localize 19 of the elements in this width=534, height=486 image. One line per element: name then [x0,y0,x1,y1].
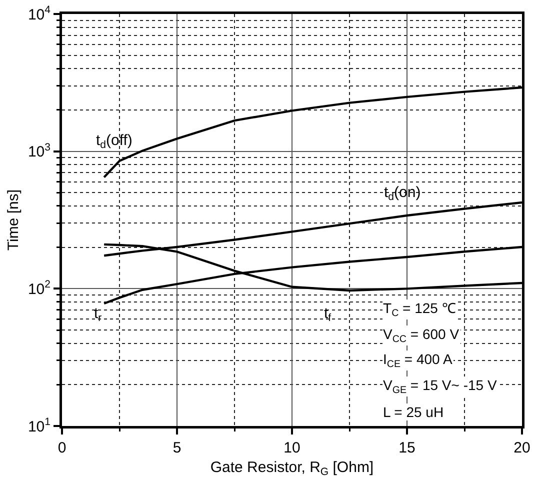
annotation: V$_{GE}$ = 15 V~ -15 V [383,377,498,396]
annotation: L = 25 uH [383,404,444,420]
y-axis-title: Time [ns] [4,189,22,251]
y-tick-label: 10$^{1}$ [28,416,51,436]
x-tick-label: 15 [398,440,416,456]
x-tick-label: 5 [172,440,182,456]
line-series [102,86,522,178]
annotation: V$_{CC}$ = 600 V [383,326,460,345]
annotation: T$_{C}$ = 125 ℃ [383,300,456,319]
y-tick-label: 10$^{4}$ [28,4,51,24]
x-tick-label: 20 [514,440,530,456]
x-tick-label: 10 [284,440,300,456]
x-tick-label: 0 [58,440,66,456]
y-tick-label: 10$^{3}$ [28,141,51,161]
series-label: t$_{d}$(off) [96,132,132,152]
x-axis-title: Gate Resistor, R$_{G}$ [Ohm] [210,458,374,478]
y-tick-label: 10$^{2}$ [28,278,51,298]
series-label: t$_{f}$ [324,305,332,324]
annotation: I$_{CE}$ = 400 A [383,351,453,370]
